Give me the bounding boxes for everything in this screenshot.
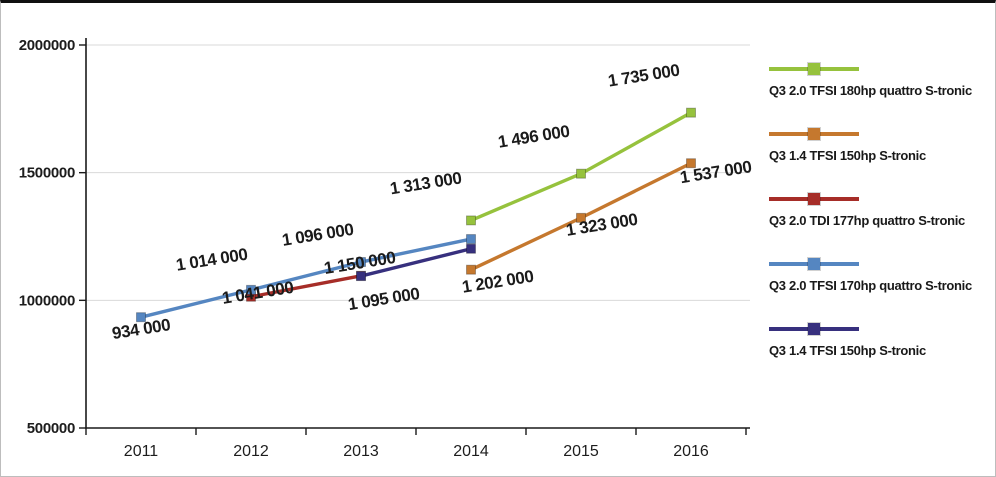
- legend-swatch-line: [769, 323, 859, 335]
- data-point: [466, 264, 476, 275]
- legend-swatch-marker: [808, 258, 820, 270]
- legend-label: Q3 2.0 TFSI 170hp quattro S-tronic: [769, 278, 972, 293]
- data-point: [466, 234, 476, 245]
- x-category-label: 2016: [673, 443, 709, 460]
- line-chart: 2000000 1500000 1000000 500000 2011 2012 2013 2…: [19, 37, 753, 460]
- legend-swatch-marker: [808, 63, 820, 75]
- series-line-3: [140, 237, 472, 319]
- data-label: 1 041 000: [221, 278, 295, 308]
- data-point: [686, 158, 696, 169]
- legend-label: Q3 1.4 TFSI 150hp S-tronic: [769, 148, 926, 163]
- x-category-label: 2011: [124, 443, 159, 460]
- legend-swatch-marker: [808, 323, 820, 335]
- data-point: [246, 284, 256, 295]
- data-label: 1 095 000: [347, 284, 421, 314]
- series-line-0: [470, 111, 692, 222]
- y-tick-label: 1000000: [19, 292, 75, 309]
- legend-label: Q3 2.0 TFSI 180hp quattro S-tronic: [769, 83, 972, 98]
- legend-label: Q3 2.0 TDI 177hp quattro S-tronic: [769, 213, 965, 228]
- x-category-label: 2013: [343, 443, 379, 460]
- data-point: [466, 215, 476, 226]
- legend-item: Q3 2.0 TFSI 170hp quattro S-tronic: [769, 258, 995, 319]
- data-point: [136, 312, 146, 323]
- data-point: [466, 243, 476, 254]
- legend-swatch-line: [769, 63, 859, 75]
- x-category-label: 2012: [233, 443, 269, 460]
- legend-item: Q3 2.0 TFSI 180hp quattro S-tronic: [769, 63, 995, 124]
- data-label: 1 014 000: [175, 245, 249, 275]
- x-category-label: 2014: [453, 443, 489, 460]
- legend-swatch-line: [769, 193, 859, 205]
- y-tick-label: 2000000: [19, 37, 75, 54]
- data-point: [686, 107, 696, 118]
- data-label: 1 496 000: [497, 122, 571, 152]
- data-label: 934 000: [111, 315, 172, 343]
- legend-swatch-line: [769, 258, 859, 270]
- data-point: [356, 271, 366, 282]
- legend-swatch-marker: [808, 193, 820, 205]
- chart-legend: Q3 2.0 TFSI 180hp quattro S-tronic Q3 1.…: [769, 59, 995, 384]
- data-label: 1 323 000: [565, 210, 639, 240]
- data-point: [576, 212, 586, 223]
- y-tick-label: 500000: [27, 420, 75, 437]
- legend-item: Q3 1.4 TFSI 150hp S-tronic: [769, 128, 995, 189]
- data-point: [576, 168, 586, 179]
- legend-label: Q3 1.4 TFSI 150hp S-tronic: [769, 343, 926, 358]
- data-label: 1 096 000: [281, 220, 355, 250]
- legend-swatch-marker: [808, 128, 820, 140]
- data-label: 1 735 000: [607, 61, 681, 91]
- series-line-4: [360, 247, 472, 278]
- legend-item: Q3 1.4 TFSI 150hp S-tronic: [769, 323, 995, 384]
- x-category-label: 2015: [563, 443, 599, 460]
- y-tick-label: 1500000: [19, 165, 75, 182]
- legend-swatch-line: [769, 128, 859, 140]
- series-line-2: [250, 274, 362, 299]
- legend-item: Q3 2.0 TDI 177hp quattro S-tronic: [769, 193, 995, 254]
- data-point: [356, 257, 366, 268]
